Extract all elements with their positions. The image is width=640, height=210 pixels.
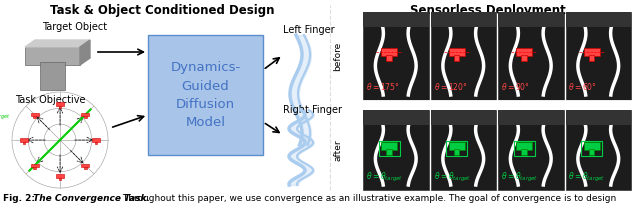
Text: $\theta = $120°: $\theta = $120° bbox=[433, 81, 467, 92]
FancyBboxPatch shape bbox=[33, 116, 36, 118]
FancyBboxPatch shape bbox=[40, 62, 65, 90]
FancyBboxPatch shape bbox=[584, 142, 600, 150]
Bar bbox=[431, 110, 496, 125]
Bar bbox=[566, 110, 631, 125]
FancyBboxPatch shape bbox=[20, 138, 28, 142]
FancyBboxPatch shape bbox=[148, 35, 263, 155]
FancyBboxPatch shape bbox=[84, 116, 87, 118]
Text: Left Finger: Left Finger bbox=[283, 25, 335, 35]
Bar bbox=[363, 12, 429, 100]
FancyBboxPatch shape bbox=[381, 48, 397, 55]
Text: after: after bbox=[333, 139, 342, 161]
Text: before: before bbox=[333, 41, 342, 71]
Bar bbox=[498, 12, 563, 27]
FancyBboxPatch shape bbox=[31, 164, 38, 167]
FancyBboxPatch shape bbox=[381, 142, 397, 150]
Text: $\theta = \theta_{target}$: $\theta = \theta_{target}$ bbox=[568, 171, 605, 184]
Bar bbox=[566, 12, 631, 100]
FancyBboxPatch shape bbox=[387, 55, 392, 61]
FancyBboxPatch shape bbox=[454, 55, 460, 61]
Text: The Convergence Task.: The Convergence Task. bbox=[30, 194, 150, 203]
FancyBboxPatch shape bbox=[454, 149, 460, 155]
FancyBboxPatch shape bbox=[522, 55, 527, 61]
FancyBboxPatch shape bbox=[516, 48, 532, 55]
FancyBboxPatch shape bbox=[31, 113, 38, 116]
Bar bbox=[431, 110, 496, 190]
Bar bbox=[566, 12, 631, 27]
Bar bbox=[498, 110, 563, 125]
FancyBboxPatch shape bbox=[81, 164, 90, 167]
FancyBboxPatch shape bbox=[56, 102, 64, 106]
Text: Task Objective: Task Objective bbox=[15, 95, 86, 105]
Bar bbox=[431, 12, 496, 27]
Text: $\theta = $90°: $\theta = $90° bbox=[501, 81, 530, 92]
FancyBboxPatch shape bbox=[522, 149, 527, 155]
Polygon shape bbox=[80, 40, 90, 65]
Text: $\theta = $175°: $\theta = $175° bbox=[366, 81, 400, 92]
FancyBboxPatch shape bbox=[92, 138, 100, 142]
FancyBboxPatch shape bbox=[84, 167, 87, 169]
FancyBboxPatch shape bbox=[589, 55, 595, 61]
Polygon shape bbox=[25, 40, 90, 47]
FancyBboxPatch shape bbox=[387, 149, 392, 155]
Text: $\theta = \theta_{target}$: $\theta = \theta_{target}$ bbox=[433, 171, 470, 184]
FancyBboxPatch shape bbox=[516, 142, 532, 150]
FancyBboxPatch shape bbox=[56, 174, 64, 178]
FancyBboxPatch shape bbox=[95, 142, 97, 143]
FancyBboxPatch shape bbox=[33, 167, 36, 169]
Bar bbox=[498, 110, 563, 190]
FancyBboxPatch shape bbox=[22, 142, 26, 143]
Bar bbox=[363, 110, 429, 190]
Text: $\theta = \theta_{target}$: $\theta = \theta_{target}$ bbox=[501, 171, 538, 184]
FancyBboxPatch shape bbox=[449, 48, 465, 55]
Text: Throughout this paper, we use convergence as an illustrative example. The goal o: Throughout this paper, we use convergenc… bbox=[120, 194, 616, 203]
Text: Target Object: Target Object bbox=[42, 22, 107, 32]
Bar bbox=[363, 110, 429, 125]
FancyBboxPatch shape bbox=[449, 142, 465, 150]
Text: Fig. 2:: Fig. 2: bbox=[3, 194, 35, 203]
FancyBboxPatch shape bbox=[584, 48, 600, 55]
FancyBboxPatch shape bbox=[589, 149, 595, 155]
FancyBboxPatch shape bbox=[81, 113, 90, 116]
Text: Task & Object Conditioned Design: Task & Object Conditioned Design bbox=[50, 4, 275, 17]
Bar bbox=[363, 12, 429, 27]
FancyBboxPatch shape bbox=[25, 47, 80, 65]
Text: Sensorless Deployment: Sensorless Deployment bbox=[410, 4, 566, 17]
Text: Dynamics-
Guided
Diffusion
Model: Dynamics- Guided Diffusion Model bbox=[170, 62, 241, 129]
Bar bbox=[431, 12, 496, 100]
Bar bbox=[566, 110, 631, 190]
Text: $\theta_{target}$: $\theta_{target}$ bbox=[0, 110, 10, 122]
Bar bbox=[498, 12, 563, 100]
FancyBboxPatch shape bbox=[59, 106, 61, 108]
Text: $\theta = $60°: $\theta = $60° bbox=[568, 81, 597, 92]
Text: Right Finger: Right Finger bbox=[283, 105, 342, 115]
Text: $\theta = \theta_{target}$: $\theta = \theta_{target}$ bbox=[366, 171, 403, 184]
FancyBboxPatch shape bbox=[59, 178, 61, 180]
